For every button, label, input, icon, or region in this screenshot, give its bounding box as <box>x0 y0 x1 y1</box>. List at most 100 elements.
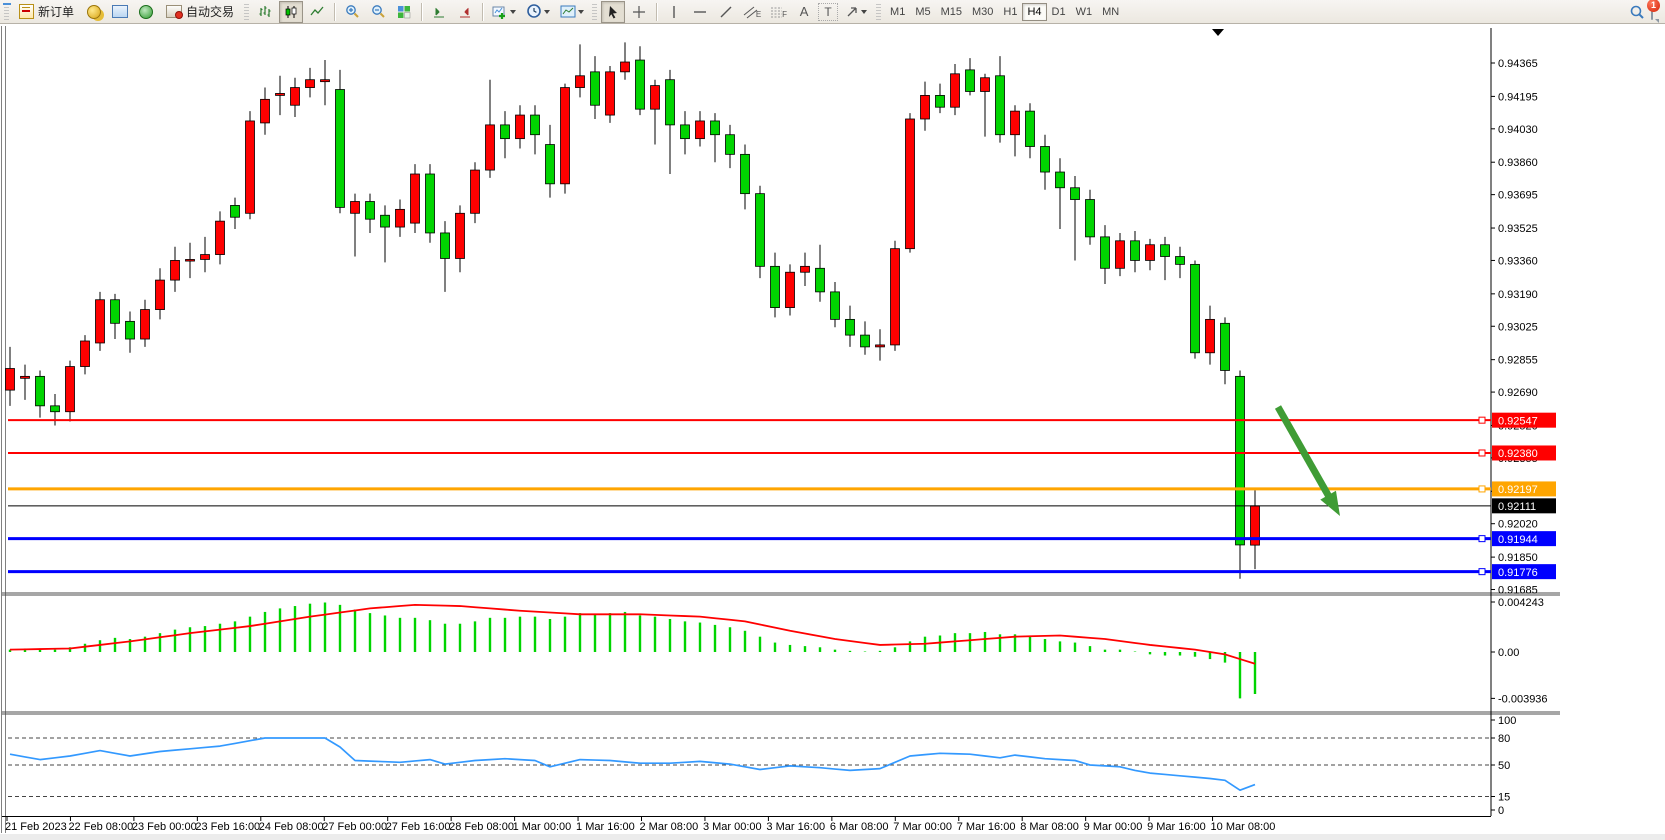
crosshair-button[interactable] <box>627 1 651 23</box>
svg-text:0.93860: 0.93860 <box>1498 157 1538 169</box>
svg-text:28 Feb 08:00: 28 Feb 08:00 <box>449 821 514 833</box>
toolbar-grip[interactable] <box>4 3 9 20</box>
chart-shift-marker-icon[interactable] <box>1212 29 1224 36</box>
candle-body <box>605 71 615 116</box>
horizontal-lines[interactable]: 0.92547 0.92380 0.92197 0.92111 0.91944 0.917… <box>8 412 1556 580</box>
candle-body <box>95 299 105 344</box>
timeframe-button-M5[interactable]: M5 <box>910 3 935 21</box>
text-tool-button[interactable]: A <box>792 1 816 23</box>
auto-trading-button[interactable]: 自动交易 <box>160 2 240 22</box>
templates-button[interactable] <box>556 1 588 23</box>
bars-chart-icon <box>259 5 271 17</box>
candle-body <box>410 173 420 224</box>
timeframe-button-M1[interactable]: M1 <box>885 3 910 21</box>
svg-text:2 Mar 08:00: 2 Mar 08:00 <box>640 821 699 833</box>
svg-text:0.94030: 0.94030 <box>1498 124 1538 136</box>
candles-chart-button[interactable] <box>279 0 304 23</box>
rsi-levels: 100 80 50 150 <box>8 715 1516 817</box>
candle-body <box>650 85 660 110</box>
timeframe-button-M30[interactable]: M30 <box>967 3 998 21</box>
auto-trading-label: 自动交易 <box>186 5 235 19</box>
svg-text:0.91685: 0.91685 <box>1498 585 1538 597</box>
candle-body <box>1010 110 1020 136</box>
price-tag <box>1492 481 1556 497</box>
zoom-in-button[interactable] <box>340 1 364 23</box>
toolbar-grip[interactable] <box>592 3 598 20</box>
svg-text:50: 50 <box>1498 760 1510 772</box>
candle-body <box>515 114 525 140</box>
timeframe-button-D1[interactable]: D1 <box>1047 3 1071 21</box>
candle-body <box>140 309 150 340</box>
candle-body <box>1025 110 1035 147</box>
candle-body <box>950 73 960 108</box>
candle-body <box>590 71 600 106</box>
candle-body <box>50 405 60 413</box>
candle-body <box>695 120 705 140</box>
timeframe-button-H4[interactable]: H4 <box>1022 2 1047 21</box>
candle-body <box>305 79 315 88</box>
svg-text:1 Mar 16:00: 1 Mar 16:00 <box>576 821 635 833</box>
auto-scroll-icon <box>460 7 471 17</box>
trend-line-button[interactable] <box>714 1 738 23</box>
candle-body <box>1070 187 1080 200</box>
candle-body <box>1220 322 1230 371</box>
zoom-out-button[interactable] <box>366 1 390 23</box>
auto-scroll-button[interactable] <box>453 1 477 23</box>
signal-button[interactable] <box>134 1 158 23</box>
annotation-arrow-shaft[interactable] <box>1274 405 1335 503</box>
chart-background <box>0 24 1665 834</box>
timeframe-button-M15[interactable]: M15 <box>936 3 967 21</box>
price-tag-label: 0.91776 <box>1498 567 1538 579</box>
rsi-line <box>9 737 1256 792</box>
candle-body <box>275 93 285 96</box>
dropdown-caret-icon <box>510 9 517 14</box>
equidistant-channel-icon <box>743 6 758 18</box>
equidistant-channel-button[interactable]: E <box>740 1 764 23</box>
text-label-tool-button[interactable]: T <box>818 2 839 21</box>
candle-body <box>395 208 405 228</box>
dropdown-caret-icon <box>543 9 550 14</box>
chat-button[interactable]: 1 <box>1647 0 1660 20</box>
charts-window-icon <box>112 5 129 18</box>
line-chart-button[interactable] <box>305 1 329 23</box>
chart-shift-icon <box>434 7 445 17</box>
timeframe-button-MN[interactable]: MN <box>1097 3 1124 21</box>
timeframe-button-H1[interactable]: H1 <box>998 3 1022 21</box>
candle-body <box>965 69 975 92</box>
svg-text:7 Mar 16:00: 7 Mar 16:00 <box>957 821 1016 833</box>
candle-body <box>665 79 675 126</box>
candle-body <box>35 375 45 407</box>
price-tag-label: 0.92547 <box>1498 415 1538 427</box>
notification-badge: 1 <box>1647 0 1660 12</box>
new-chart-button[interactable] <box>488 1 520 23</box>
search-button[interactable] <box>1625 1 1649 23</box>
new-chart-icon <box>492 6 506 19</box>
horizontal-line-button[interactable] <box>688 1 712 23</box>
new-order-button[interactable]: 新订单 <box>13 2 80 22</box>
templates-icon <box>560 5 576 18</box>
vertical-line-icon <box>673 5 675 18</box>
tile-windows-button[interactable] <box>392 1 416 23</box>
toolbar-grip[interactable] <box>244 3 250 20</box>
line-chart-icon <box>310 6 324 15</box>
candle-body <box>920 95 930 120</box>
cursor-button[interactable] <box>601 0 626 23</box>
svg-text:9 Mar 00:00: 9 Mar 00:00 <box>1084 821 1143 833</box>
bars-chart-button[interactable] <box>253 1 277 23</box>
chart-shift-button[interactable] <box>427 1 451 23</box>
svg-text:7 Mar 00:00: 7 Mar 00:00 <box>893 821 952 833</box>
candle-body <box>545 144 555 185</box>
periods-button[interactable] <box>522 1 554 23</box>
svg-text:27 Feb 16:00: 27 Feb 16:00 <box>386 821 451 833</box>
charts-window-button[interactable] <box>108 1 132 23</box>
arrows-tool-button[interactable] <box>840 1 872 23</box>
fibonacci-button[interactable]: F <box>766 1 790 23</box>
line-anchor-handle <box>1478 416 1486 424</box>
timeframe-button-W1[interactable]: W1 <box>1071 3 1098 21</box>
toolbar-grip[interactable] <box>876 3 882 20</box>
coins-button[interactable] <box>82 1 106 23</box>
vertical-line-button[interactable] <box>662 1 686 23</box>
chart-area[interactable]: USDCHF-,H4 0.91911 0.92190 0.91789 0.921… <box>0 24 1665 840</box>
annotation-arrow-head[interactable] <box>1320 490 1340 516</box>
